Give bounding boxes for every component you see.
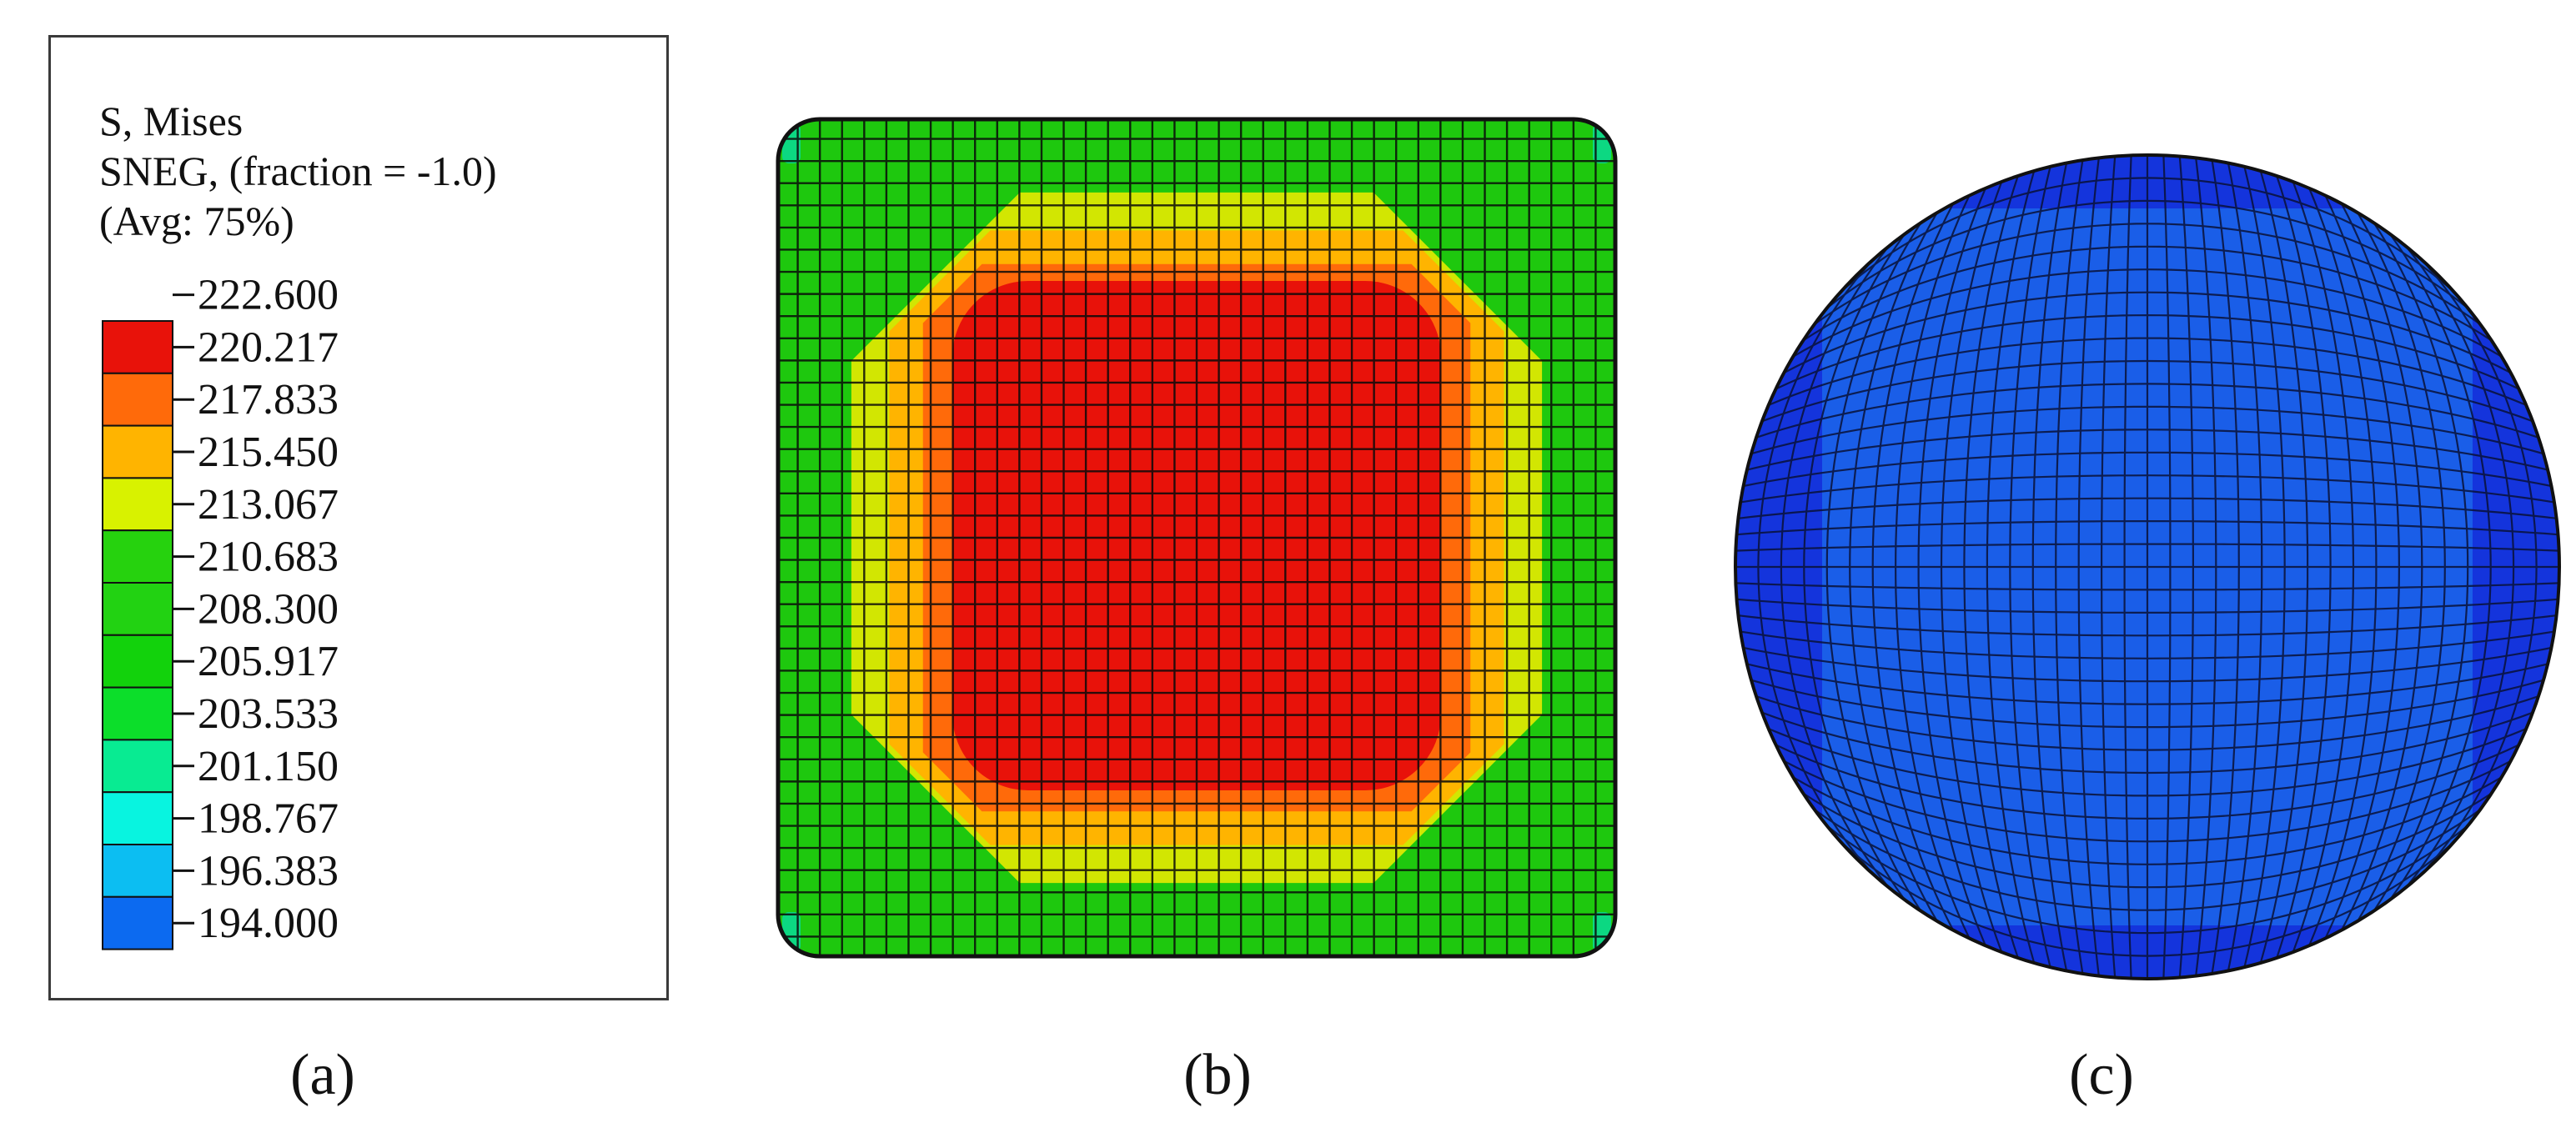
legend-swatch (102, 477, 173, 532)
legend-box: S, Mises SNEG, (fraction = -1.0) (Avg: 7… (48, 35, 669, 1000)
legend-swatch (102, 791, 173, 846)
legend-tick-label: 208.300 (198, 585, 339, 633)
legend-tick-label: 205.917 (198, 638, 339, 685)
legend-tick-label: 203.533 (198, 690, 339, 738)
legend-tick-label: 213.067 (198, 481, 339, 529)
legend-swatch (102, 424, 173, 479)
legend-title-section: SNEG, (fraction = -1.0) (99, 148, 497, 194)
square-plate-contour (776, 117, 1618, 959)
plate-outline (776, 117, 1618, 959)
panel-label-c: (c) (2069, 1043, 2134, 1107)
legend-tick-label: 201.150 (198, 743, 339, 790)
legend-tick-label: 196.383 (198, 847, 339, 895)
legend-tick-label: 198.767 (198, 795, 339, 843)
legend-tick-label: 215.450 (198, 429, 339, 476)
legend-swatch (102, 739, 173, 794)
fe-mesh-grid (1735, 155, 2559, 979)
legend-tick-label: 194.000 (198, 900, 339, 947)
legend-title-variable: S, Mises (99, 98, 244, 144)
legend-title-averaging: (Avg: 75%) (99, 198, 294, 244)
legend-swatch (102, 372, 173, 427)
legend-swatch (102, 634, 173, 689)
legend-swatch (102, 529, 173, 584)
legend-tick-label: 220.217 (198, 323, 339, 371)
panel-label-b: (b) (1183, 1043, 1252, 1107)
legend-tick-label: 210.683 (198, 534, 339, 581)
legend-swatch (102, 320, 173, 374)
legend-swatch (102, 895, 173, 950)
legend-swatch (102, 844, 173, 898)
legend-swatch (102, 686, 173, 741)
legend-tick-label: 222.600 (198, 272, 339, 319)
panel-label-a: (a) (290, 1043, 355, 1107)
legend-swatch (102, 582, 173, 636)
legend-tick-label: 217.833 (198, 376, 339, 424)
circular-plate-contour (1734, 153, 2561, 980)
disc-outline (1734, 153, 2561, 980)
fe-mesh-grid (778, 119, 1615, 956)
